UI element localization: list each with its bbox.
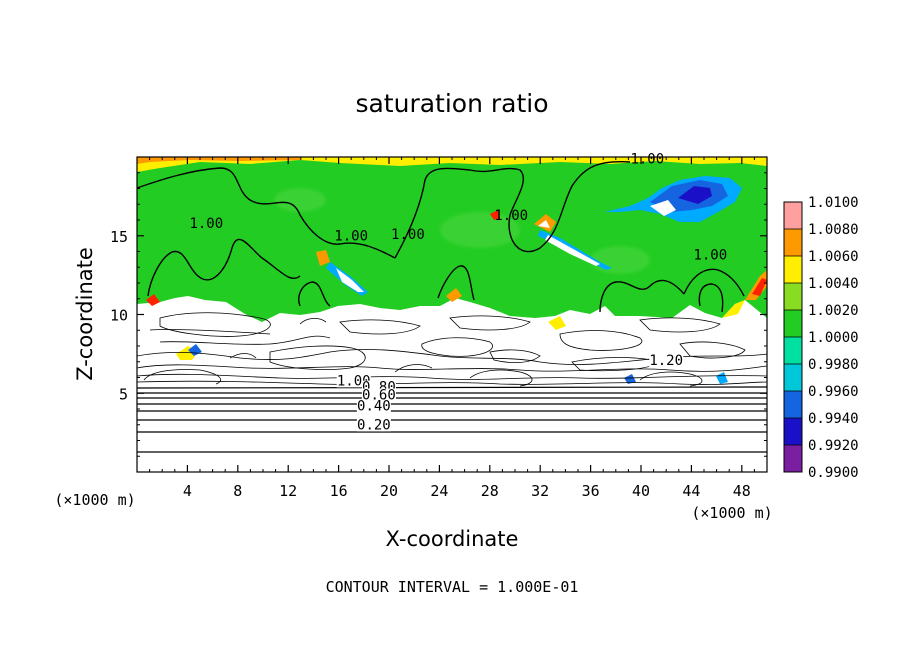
colorbar-band <box>784 391 802 418</box>
x-tick-label: 36 <box>582 482 600 500</box>
top-fringe <box>137 157 767 172</box>
contour-label: 1.00 <box>693 247 727 263</box>
contour-label-bg <box>361 388 396 402</box>
contour-label: 0.40 <box>357 399 391 415</box>
colorbar-label: 1.0060 <box>808 249 859 265</box>
x-tick-label: 40 <box>632 482 650 500</box>
x-axis-label: X-coordinate <box>386 527 519 551</box>
colorbar-band <box>784 310 802 337</box>
contour-label: 1.00 <box>630 151 664 167</box>
colorbar-band <box>784 337 802 364</box>
contours-stratified <box>137 386 767 453</box>
x-tick-label: 28 <box>481 482 499 500</box>
y-axis-ticks: 5 10 15 <box>110 172 767 457</box>
colorbar-label: 0.9940 <box>808 411 859 427</box>
colorbar-band <box>784 418 802 445</box>
contour-label: 1.00 <box>494 208 528 224</box>
colorbar-label: 1.0000 <box>808 330 859 346</box>
y-tick-label: 15 <box>110 228 128 246</box>
x-tick-label: 4 <box>183 482 192 500</box>
contour-1.00-upper <box>137 160 745 313</box>
x-tick-label: 24 <box>430 482 448 500</box>
colorbar-label: 1.0040 <box>808 276 859 292</box>
x-axis-unit: (×1000 m) <box>691 504 772 522</box>
colorbar-band <box>784 364 802 391</box>
colorbar-band <box>784 445 802 472</box>
chart-title: saturation ratio <box>355 89 548 118</box>
colorbar-label: 0.9920 <box>808 438 859 454</box>
colorbar-band <box>784 256 802 283</box>
contour-label-bg <box>356 418 391 432</box>
x-tick-label: 20 <box>380 482 398 500</box>
contour-label: 0.60 <box>362 388 396 404</box>
colorbar-label: 0.9980 <box>808 357 859 373</box>
y-axis-label: Z-coordinate <box>73 247 97 381</box>
x-tick-label: 44 <box>682 482 700 500</box>
x-axis-ticks: 4 8 12 16 20 24 28 32 36 40 44 48 <box>149 157 755 500</box>
plot-area <box>137 157 767 472</box>
contour-label: 0.20 <box>357 417 391 433</box>
colorbar-label: 1.0100 <box>808 195 859 211</box>
y-tick-label: 5 <box>119 385 128 403</box>
x-tick-label: 16 <box>330 482 348 500</box>
colorbar-label: 1.0020 <box>808 303 859 319</box>
contour-label-bg <box>356 399 391 413</box>
y-tick-label: 10 <box>110 307 128 325</box>
y-axis-unit: (×1000 m) <box>54 491 135 509</box>
colorbar-band <box>784 229 802 256</box>
colorbar-band <box>784 202 802 229</box>
colorbar-label: 0.9960 <box>808 384 859 400</box>
contour-labels: 1.001.001.00 1.001.001.001.201.000.800.60… <box>189 151 727 433</box>
contour-label: 1.00 <box>391 227 425 243</box>
x-tick-label: 48 <box>733 482 751 500</box>
x-tick-label: 32 <box>531 482 549 500</box>
x-tick-label: 12 <box>279 482 297 500</box>
colorbar-band <box>784 283 802 310</box>
contour-label: 1.00 <box>189 216 223 232</box>
colorbar: 0.9900 0.9920 0.9940 0.9960 0.9980 1.0000 1.00… <box>783 195 859 481</box>
contour-label-bg <box>649 353 684 367</box>
colorbar-label: 1.0080 <box>808 222 859 238</box>
contour-label: 1.20 <box>649 353 683 369</box>
x-tick-label: 8 <box>233 482 242 500</box>
colorbar-label: 0.9900 <box>808 465 859 481</box>
contour-interval-note: CONTOUR INTERVAL = 1.000E-01 <box>326 578 579 596</box>
contour-label: 1.00 <box>334 228 368 244</box>
